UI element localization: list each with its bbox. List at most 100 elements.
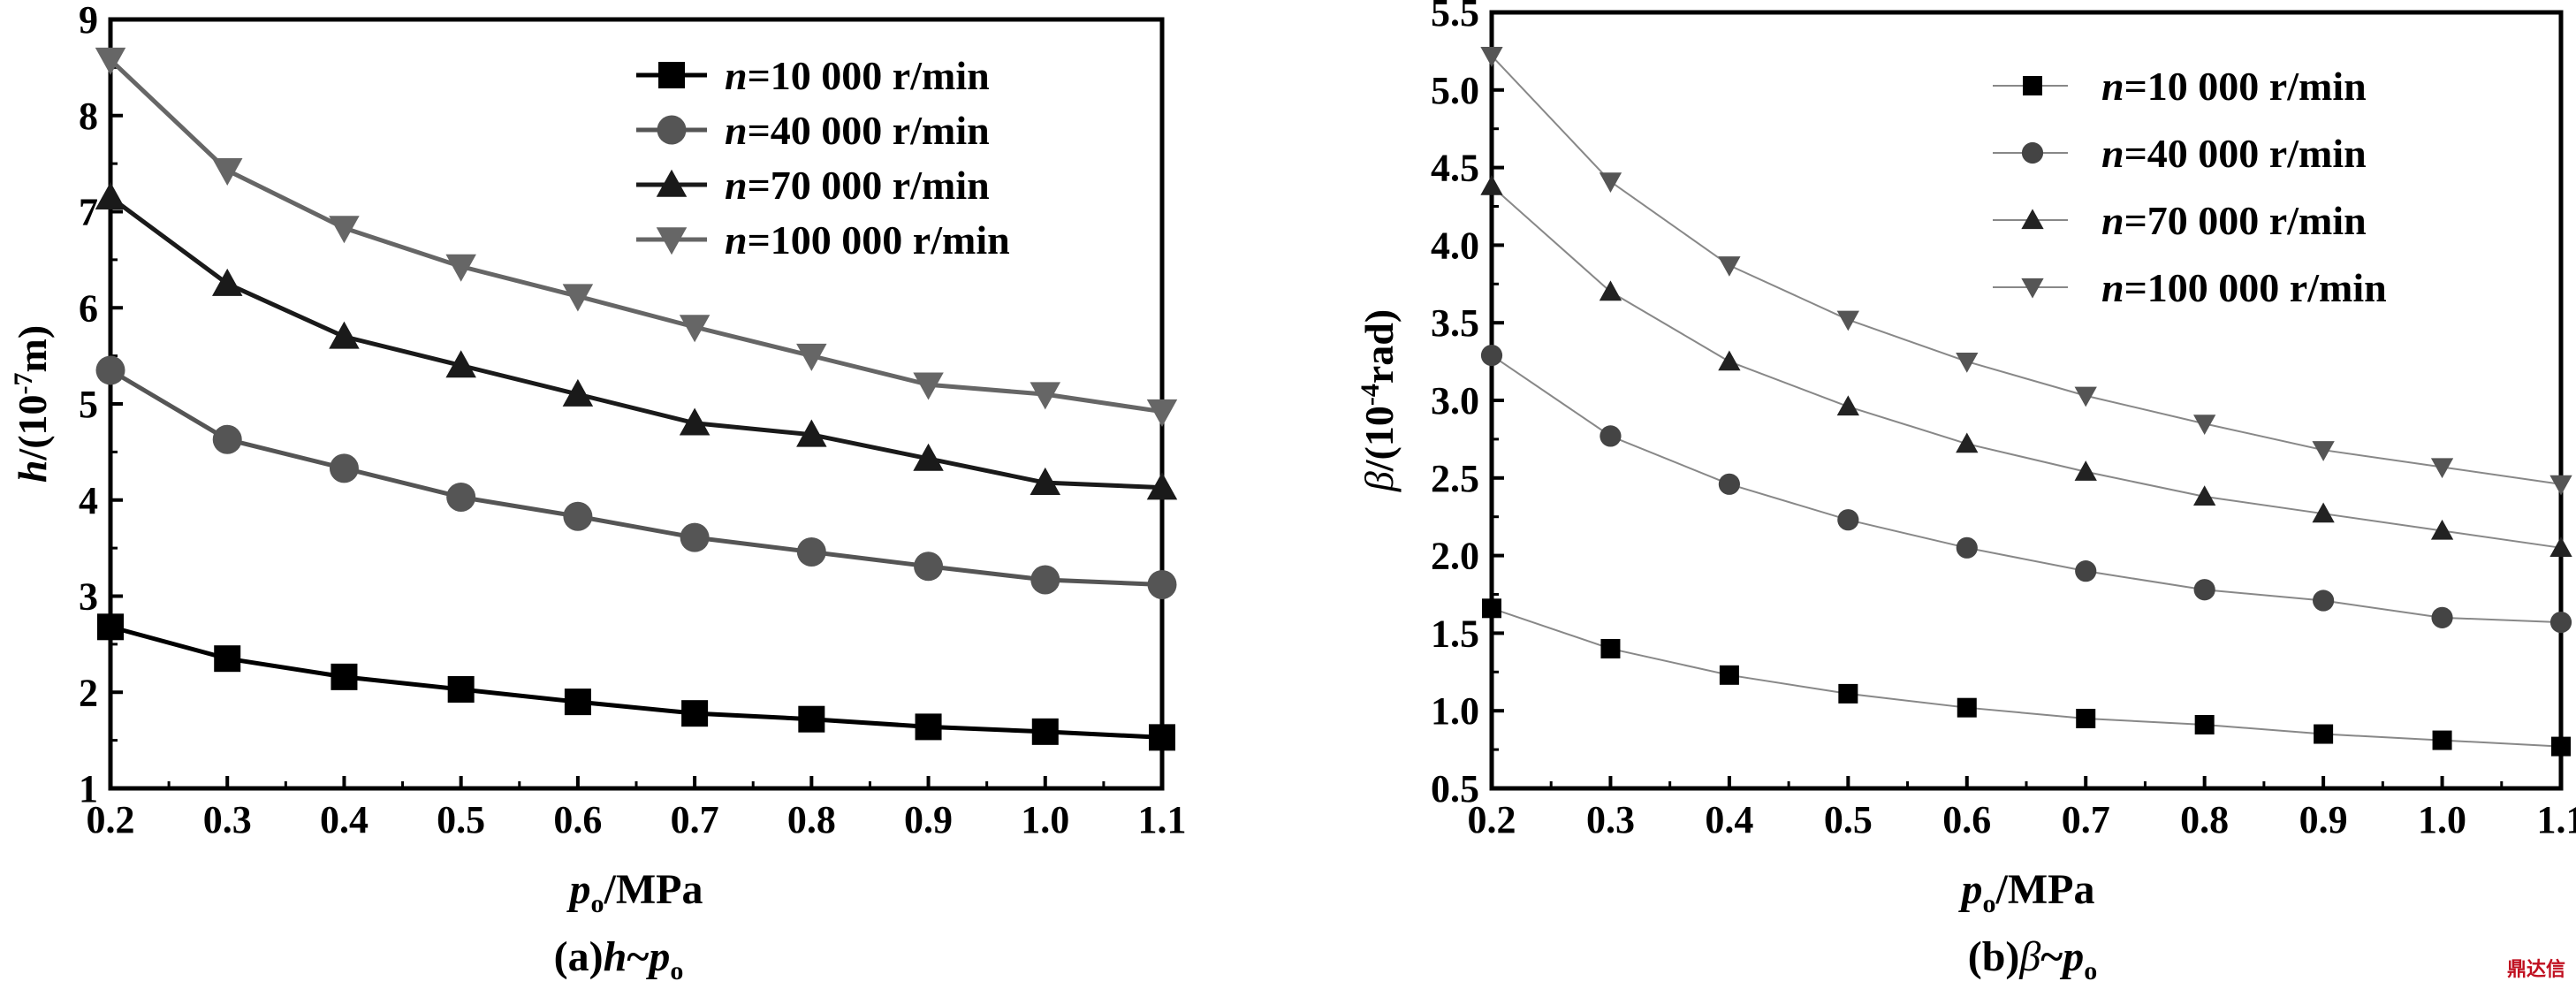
data-point-s3	[1956, 432, 1979, 453]
data-point-s4	[211, 157, 243, 186]
data-point-s4	[2074, 386, 2097, 407]
data-point-s4	[679, 315, 710, 343]
data-point-s3	[2074, 460, 2097, 481]
x-axis-label-a: po/MPa	[566, 866, 703, 918]
x-tick-label: 0.6	[553, 798, 602, 841]
legend-marker-4	[656, 227, 688, 255]
x-tick-label: 1.1	[2537, 798, 2576, 841]
series-lines-a	[109, 57, 1163, 740]
data-point-s2	[2313, 590, 2335, 612]
data-point-s1	[331, 663, 358, 690]
data-point-s1	[1149, 724, 1175, 751]
y-tick-label: 2	[79, 671, 98, 714]
y-tick-label: 6	[79, 286, 98, 330]
data-point-s2	[2431, 606, 2453, 628]
data-point-s4	[1599, 172, 1622, 194]
y-tick-label: 5	[79, 383, 98, 426]
x-axis-label-b: po/MPa	[1958, 866, 2095, 918]
data-point-s2	[1480, 344, 1503, 367]
data-point-s1	[1482, 598, 1501, 619]
data-point-s4	[95, 47, 126, 75]
data-point-s2	[1837, 509, 1859, 531]
data-point-s1	[2551, 736, 2571, 757]
legend-label-2: n=40 000 r/min	[725, 108, 990, 153]
legend-b: n=10 000 r/min n=40 000 r/min n=70 000 r/m…	[1993, 64, 2387, 310]
y-tick-label: 1.0	[1431, 689, 1479, 733]
y-tick-label: 5.5	[1431, 0, 1479, 34]
legend-label-4: n=100 000 r/min	[2101, 265, 2387, 310]
data-point-s1	[2314, 724, 2334, 744]
data-point-s1	[798, 705, 825, 733]
data-point-s3	[211, 268, 243, 296]
y-tick-label: 2.5	[1431, 457, 1479, 500]
legend-label-3: n=70 000 r/min	[2101, 198, 2367, 243]
panel-beta-vs-po: 0.2 0.3 0.4 0.5 0.6 0.7 0.8 0.9 1.0 1.1 0.5 1.0 1.5 2…	[1356, 0, 2576, 985]
x-tick-label: 0.2	[1468, 798, 1516, 841]
series-markers-a	[95, 47, 1178, 751]
data-point-s1	[2432, 730, 2452, 750]
data-point-s1	[97, 613, 124, 641]
data-point-s4	[913, 372, 944, 400]
x-tick-label: 0.4	[320, 798, 369, 841]
series-line-2	[1491, 354, 2562, 624]
legend-label-1: n=10 000 r/min	[2101, 64, 2367, 109]
data-point-s4	[1718, 256, 1741, 277]
data-point-s3	[562, 378, 594, 407]
y-axis-label-a: h/(10-7m)	[9, 325, 55, 483]
data-point-s1	[1838, 683, 1858, 704]
legend-marker-1	[2023, 76, 2042, 95]
data-point-s2	[95, 355, 125, 385]
data-point-s4	[2549, 475, 2572, 496]
data-point-s3	[329, 321, 360, 349]
y-tick-label: 4.5	[1431, 147, 1479, 190]
panel-h-vs-po: 0.2 0.3 0.4 0.5 0.6 0.7 0.8 0.9 1.0 1.1123456789 …	[9, 0, 1187, 985]
data-point-s4	[1956, 352, 1979, 373]
data-point-s4	[1836, 310, 1859, 331]
data-point-s1	[2194, 715, 2215, 735]
x-tick-label: 0.7	[671, 798, 719, 841]
data-point-s3	[2193, 485, 2216, 506]
axis-ticks-a: 0.2 0.3 0.4 0.5 0.6 0.7 0.8 0.9 1.0 1.1 1 2 3 4 5 6 7 8 9	[79, 0, 1187, 841]
data-point-s4	[329, 216, 360, 244]
data-point-s2	[796, 536, 826, 567]
legend-a: n=10 000 r/min n=40 000 r/min n=70 000 r/m…	[636, 53, 1010, 262]
legend-label-2: n=40 000 r/min	[2101, 131, 2367, 176]
y-tick-label: 1.5	[1431, 612, 1479, 655]
data-point-s1	[1719, 665, 1739, 685]
data-point-s3	[2430, 519, 2454, 540]
data-point-s4	[796, 343, 827, 371]
data-point-s4	[2430, 458, 2454, 479]
data-point-s3	[1030, 467, 1061, 495]
data-point-s3	[679, 407, 710, 436]
y-tick-label: 4.0	[1431, 224, 1479, 267]
series-lines-b	[1491, 55, 2562, 748]
watermark-logo: 鼎达信	[2506, 959, 2565, 981]
data-point-s4	[1146, 399, 1178, 427]
series-line-1	[1491, 607, 2562, 748]
y-tick-label: 7	[79, 191, 98, 234]
y-tick-label: 5.0	[1431, 69, 1479, 112]
data-point-s3	[796, 419, 827, 447]
data-point-s1	[1957, 697, 1977, 718]
data-point-s2	[680, 522, 710, 552]
data-point-s2	[212, 424, 242, 454]
data-point-s2	[563, 501, 593, 531]
x-tick-label: 0.5	[1824, 798, 1873, 841]
x-tick-label: 0.6	[1942, 798, 1991, 841]
data-point-s2	[2549, 612, 2572, 634]
legend-marker-3	[656, 169, 688, 197]
data-point-s4	[1030, 382, 1061, 410]
legend-label-1: n=10 000 r/min	[725, 53, 990, 98]
series-line-2	[109, 368, 1163, 587]
x-tick-label: 0.3	[203, 798, 252, 841]
x-tick-label: 1.0	[2418, 798, 2466, 841]
legend-label-4: n=100 000 r/min	[725, 217, 1010, 262]
y-tick-label: 2.0	[1431, 535, 1479, 578]
y-tick-label: 1	[79, 767, 98, 810]
caption-a: (a)h~po	[554, 933, 684, 985]
x-tick-label: 0.4	[1705, 798, 1753, 841]
data-point-s3	[913, 443, 944, 471]
legend-marker-1	[658, 62, 685, 88]
data-point-s3	[2549, 536, 2572, 557]
y-tick-label: 0.5	[1431, 767, 1479, 810]
